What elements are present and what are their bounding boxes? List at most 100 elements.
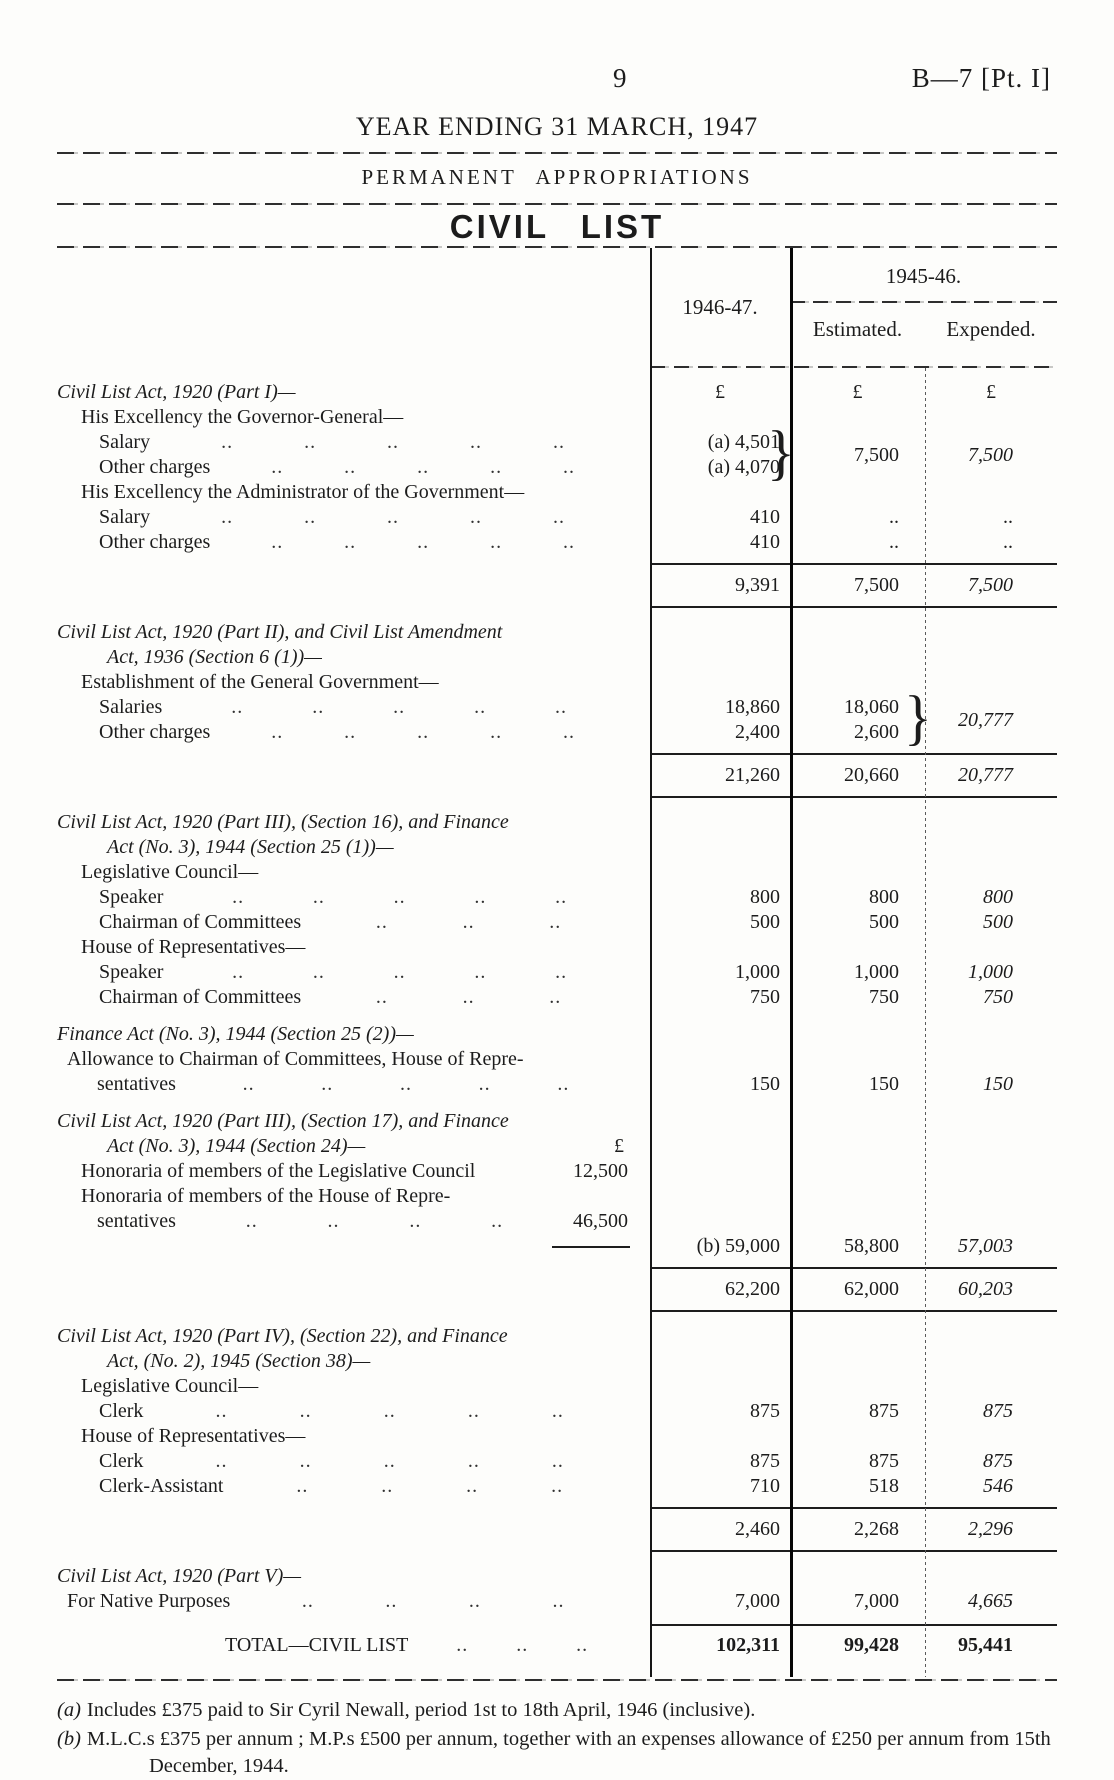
amount-1946-47: 500 bbox=[750, 911, 780, 933]
item-label: Salaries bbox=[99, 696, 163, 718]
column-group-1945-46: 1945-46. Estimated. Expended. bbox=[790, 248, 1057, 366]
item-label: Salary bbox=[99, 506, 151, 528]
column-header-expended: Expended. bbox=[946, 317, 1036, 341]
column-header-1945-46: 1945-46. bbox=[885, 264, 962, 288]
amount-expended: 57,003 bbox=[958, 1235, 1013, 1257]
horizontal-rule bbox=[650, 796, 1057, 798]
subtotal-row: 9,391 7,500 7,500 bbox=[57, 565, 1057, 606]
item-label: Clerk-Assistant bbox=[99, 1475, 224, 1497]
braced-rows: Salaries.......... Other charges........… bbox=[57, 687, 1057, 748]
subtotal-estimated: 2,268 bbox=[854, 1518, 899, 1540]
amount-1946-47: 7,000 bbox=[735, 1590, 780, 1612]
item-label: For Native Purposes bbox=[67, 1590, 231, 1612]
grand-total-label: TOTAL—CIVIL LIST bbox=[225, 1634, 409, 1656]
amount-expended: 750 bbox=[983, 986, 1013, 1008]
dot-leader: ........ bbox=[296, 1475, 564, 1497]
subtotal-row: 2,460 2,268 2,296 bbox=[57, 1509, 1057, 1550]
dot-leader: .......... bbox=[242, 1073, 570, 1095]
dot-leader: .......... bbox=[215, 1450, 564, 1472]
dot-leader: .......... bbox=[232, 961, 568, 983]
amount-estimated: 800 bbox=[869, 886, 899, 908]
section-part-3-s17: Civil List Act, 1920 (Part III), (Sectio… bbox=[57, 1109, 1057, 1312]
amount-expended: 800 bbox=[983, 886, 1013, 908]
amount-1946-47: (b) 59,000 bbox=[696, 1235, 780, 1257]
horizontal-rule bbox=[650, 563, 1057, 565]
line-item-row: Clerk-Assistant........ 710 518 546 bbox=[57, 1474, 1057, 1499]
line-item-row: Chairman of Committees...... 750 750 750 bbox=[57, 985, 1057, 1010]
brace: } bbox=[904, 683, 932, 752]
subtotal-estimated: 20,660 bbox=[844, 764, 899, 786]
amount-estimated: .. bbox=[889, 531, 899, 553]
item-label: Other charges bbox=[99, 456, 211, 478]
act-heading: Civil List Act, 1920 (Part V)— bbox=[57, 1565, 302, 1587]
item-label: Clerk bbox=[99, 1450, 144, 1472]
act-heading-cont: Act, 1936 (Section 6 (1))— bbox=[107, 646, 322, 668]
dot-leader: ...... bbox=[375, 911, 562, 933]
dot-leader: ........ bbox=[245, 1210, 504, 1232]
amount-expended: 875 bbox=[983, 1450, 1013, 1472]
amount-1946-47: 800 bbox=[750, 886, 780, 908]
line-item: Other charges .......... bbox=[57, 455, 636, 480]
horizontal-rule bbox=[650, 1507, 1057, 1509]
group-heading: Establishment of the General Government— bbox=[81, 671, 439, 693]
amount-estimated: 518 bbox=[869, 1475, 899, 1497]
amount-1946-47: 750 bbox=[750, 986, 780, 1008]
line-item-row: Speaker.......... 800 800 800 bbox=[57, 885, 1057, 910]
line-item: Salary .......... bbox=[57, 430, 636, 455]
pound-sign: £ bbox=[986, 381, 996, 403]
section-finance-act-25-2: Finance Act (No. 3), 1944 (Section 25 (2… bbox=[57, 1022, 1057, 1097]
table-column-headers: 1946-47. 1945-46. Estimated. Expended. bbox=[57, 248, 1057, 366]
amount-expended: .. bbox=[1003, 506, 1013, 528]
amount-estimated: 150 bbox=[869, 1073, 899, 1095]
pound-sign: £ bbox=[715, 381, 725, 403]
horizontal-rule bbox=[650, 1267, 1057, 1269]
amount-expended: .. bbox=[1003, 531, 1013, 553]
table-bottom-rule bbox=[57, 1679, 1057, 1681]
vertical-rule bbox=[790, 248, 793, 1677]
inner-amount: 46,500 bbox=[573, 1210, 628, 1232]
amount-estimated: 18,060 2,600 bbox=[844, 696, 899, 743]
amount-1946-47: 410 bbox=[750, 531, 780, 553]
dot-leader: .......... bbox=[221, 506, 566, 528]
page-header: 9 B—7 [Pt. I] bbox=[57, 0, 1057, 100]
section-part-3-s16: Civil List Act, 1920 (Part III), (Sectio… bbox=[57, 810, 1057, 1010]
table-top-rule bbox=[57, 246, 1057, 248]
subtotal-expended: 20,777 bbox=[958, 764, 1013, 786]
item-line1: Honoraria of members of the House of Rep… bbox=[81, 1185, 451, 1207]
line-item-row: For Native Purposes........ 7,000 7,000 … bbox=[57, 1589, 1057, 1614]
subtotal-1946-47: 21,260 bbox=[725, 764, 780, 786]
vertical-rule bbox=[650, 248, 652, 1677]
dot-leader: ........ bbox=[301, 1590, 565, 1612]
amount-expended: 500 bbox=[983, 911, 1013, 933]
amount-estimated: 1,000 bbox=[854, 961, 899, 983]
act-heading-cont: Act (No. 3), 1944 (Section 25 (1))— bbox=[107, 836, 394, 858]
dot-leader: .......... bbox=[221, 431, 566, 453]
line-item: Salaries.......... bbox=[57, 695, 636, 720]
amount-expended: 7,500 bbox=[968, 443, 1013, 466]
subtotal-estimated: 7,500 bbox=[854, 574, 899, 596]
dot-leader: ...... bbox=[375, 986, 562, 1008]
act-heading: Civil List Act, 1920 (Part II), and Civi… bbox=[57, 621, 503, 643]
pound-sign: £ bbox=[852, 381, 863, 403]
vertical-rule bbox=[925, 368, 926, 1677]
inner-amount: 12,500 bbox=[573, 1160, 628, 1182]
dot-leader: .......... bbox=[271, 721, 576, 743]
grand-total-estimated: 99,428 bbox=[844, 1634, 899, 1656]
amount-expended: 546 bbox=[983, 1475, 1013, 1497]
grand-total-1946-47: 102,311 bbox=[716, 1634, 780, 1656]
item-label: Chairman of Committees bbox=[99, 986, 302, 1008]
line-item-row: Clerk.......... 875 875 875 bbox=[57, 1399, 1057, 1424]
table-title: CIVIL LIST bbox=[449, 208, 665, 245]
section-part-2: Civil List Act, 1920 (Part II), and Civi… bbox=[57, 620, 1057, 798]
line-item-row: Chairman of Committees...... 500 500 500 bbox=[57, 910, 1057, 935]
group-heading: His Excellency the Administrator of the … bbox=[81, 481, 525, 503]
subtotal-1946-47: 62,200 bbox=[725, 1278, 780, 1300]
act-heading: Civil List Act, 1920 (Part IV), (Section… bbox=[57, 1325, 508, 1347]
horizontal-rule bbox=[57, 152, 1057, 154]
amount-estimated: 58,800 bbox=[844, 1235, 899, 1257]
item-label: sentatives bbox=[97, 1073, 176, 1095]
item-label: sentatives bbox=[97, 1210, 176, 1232]
act-heading: Civil List Act, 1920 (Part III), (Sectio… bbox=[57, 811, 509, 833]
amount-1946-47: 150 bbox=[750, 1073, 780, 1095]
dot-leader: .......... bbox=[271, 456, 576, 478]
